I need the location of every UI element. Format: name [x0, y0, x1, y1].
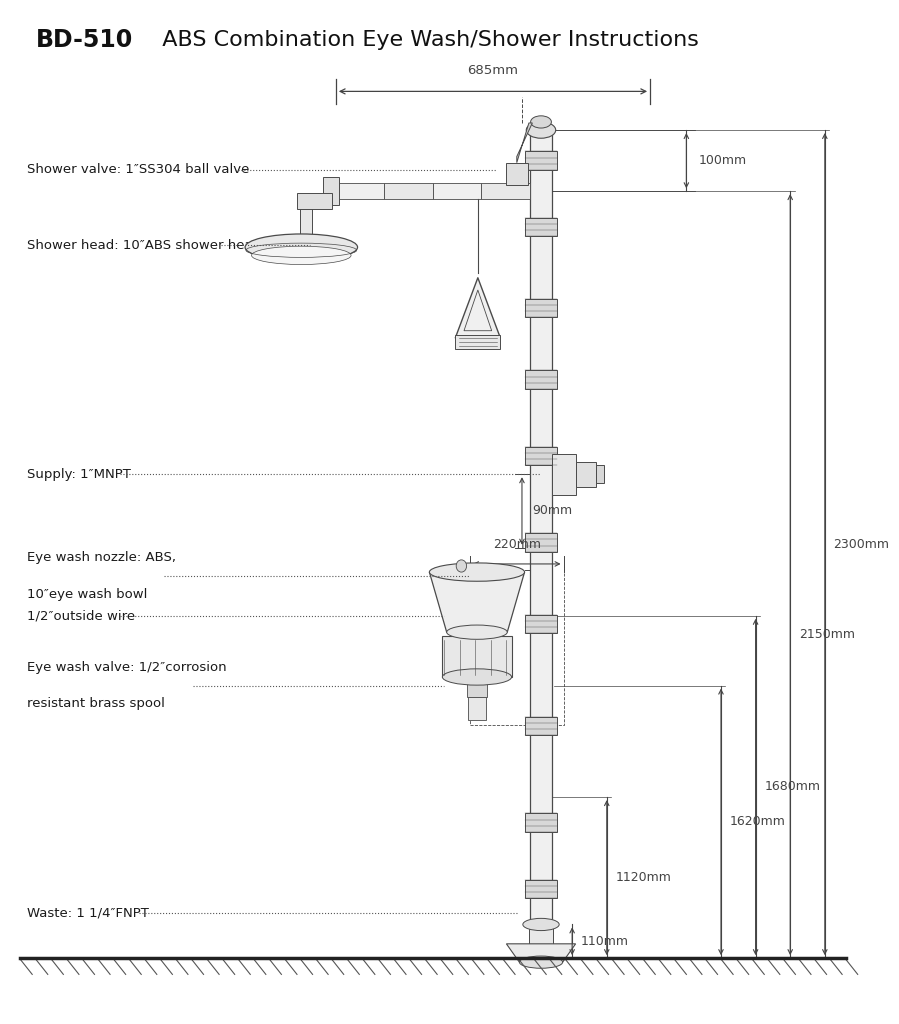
- Ellipse shape: [520, 956, 563, 969]
- Text: BD-510: BD-510: [36, 29, 133, 52]
- Bar: [524, 152, 557, 170]
- Text: 110mm: 110mm: [581, 935, 628, 948]
- Bar: [297, 194, 332, 209]
- Bar: [442, 636, 512, 677]
- Bar: [524, 371, 557, 389]
- Text: Eye wash valve: 1/2″corrosion: Eye wash valve: 1/2″corrosion: [27, 660, 227, 674]
- Bar: [524, 717, 557, 735]
- Circle shape: [456, 560, 467, 572]
- Bar: [524, 880, 557, 898]
- Ellipse shape: [442, 669, 512, 685]
- Text: 1120mm: 1120mm: [616, 871, 672, 884]
- Bar: [524, 218, 557, 236]
- Bar: [524, 299, 557, 317]
- Bar: [524, 534, 557, 552]
- Text: 1/2″outside wire: 1/2″outside wire: [27, 609, 135, 623]
- Polygon shape: [506, 944, 575, 963]
- Text: 90mm: 90mm: [532, 505, 573, 517]
- Text: 1680mm: 1680mm: [764, 780, 820, 794]
- Polygon shape: [430, 572, 524, 632]
- Polygon shape: [517, 123, 532, 163]
- Bar: [299, 205, 312, 243]
- Text: Supply: 1″MNPT: Supply: 1″MNPT: [27, 468, 131, 481]
- Bar: [524, 813, 557, 831]
- Text: 10″eye wash bowl: 10″eye wash bowl: [27, 589, 147, 601]
- Ellipse shape: [252, 246, 352, 264]
- Bar: [455, 335, 501, 349]
- Bar: [506, 163, 528, 185]
- Text: Shower head: 10″ABS shower head: Shower head: 10″ABS shower head: [27, 239, 261, 252]
- Polygon shape: [455, 278, 501, 338]
- Bar: [529, 925, 553, 950]
- Ellipse shape: [523, 919, 559, 931]
- Ellipse shape: [447, 625, 507, 639]
- Text: 220mm: 220mm: [493, 538, 541, 551]
- Bar: [323, 177, 339, 206]
- Text: Waste: 1 1/4″FNPT: Waste: 1 1/4″FNPT: [27, 907, 149, 920]
- Bar: [467, 675, 487, 697]
- Text: 2300mm: 2300mm: [833, 538, 889, 551]
- Ellipse shape: [526, 122, 556, 138]
- Text: 100mm: 100mm: [699, 155, 746, 167]
- Bar: [552, 454, 576, 495]
- Bar: [481, 183, 530, 200]
- Bar: [524, 614, 557, 633]
- Text: ABS Combination Eye Wash/Shower Instructions: ABS Combination Eye Wash/Shower Instruct…: [148, 31, 699, 50]
- Ellipse shape: [530, 116, 551, 128]
- Text: Shower valve: 1″SS304 ball valve: Shower valve: 1″SS304 ball valve: [27, 163, 249, 176]
- Bar: [336, 183, 385, 200]
- Text: 2150mm: 2150mm: [799, 628, 855, 641]
- Bar: [385, 183, 432, 200]
- Ellipse shape: [245, 233, 358, 260]
- Bar: [468, 697, 485, 720]
- Text: 685mm: 685mm: [467, 65, 519, 77]
- Ellipse shape: [430, 563, 524, 582]
- Bar: [524, 446, 557, 465]
- Bar: [432, 183, 481, 200]
- Text: 1620mm: 1620mm: [730, 815, 786, 828]
- Text: resistant brass spool: resistant brass spool: [27, 697, 165, 711]
- Bar: [530, 130, 552, 948]
- Bar: [576, 462, 595, 486]
- Text: Eye wash nozzle: ABS,: Eye wash nozzle: ABS,: [27, 551, 176, 564]
- Bar: [595, 465, 604, 483]
